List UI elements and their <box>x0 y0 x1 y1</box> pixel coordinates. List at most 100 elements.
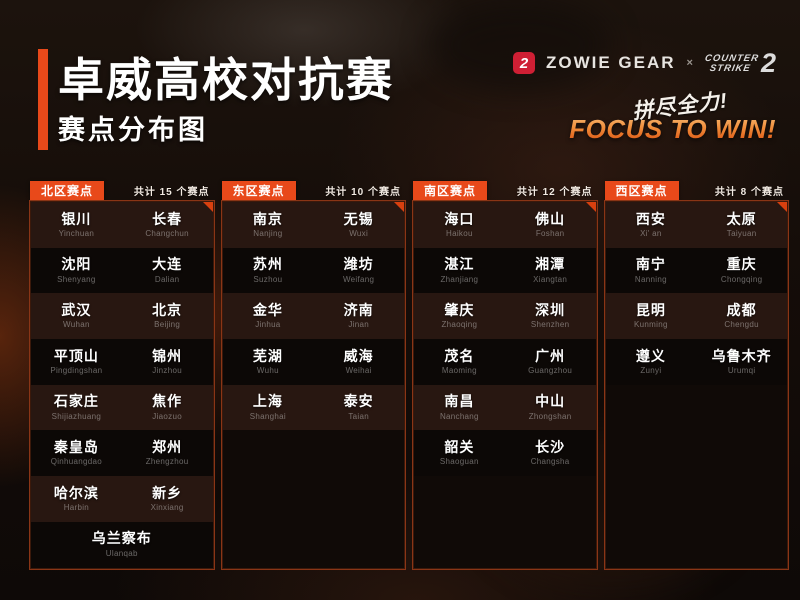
city-name-cn: 重庆 <box>726 256 757 273</box>
city-name-en: Xinxiang <box>150 503 184 513</box>
cs-word-counter: COUNTER <box>703 52 760 64</box>
city-cell: 焦作 Jiaozuo <box>122 385 213 431</box>
city-name-cn: 韶关 <box>444 439 475 456</box>
city-cell: 苏州 Suzhou <box>223 248 314 294</box>
city-cell: 中山 Zhongshan <box>505 385 596 431</box>
zowie-logo-text: ZOWIE GEAR <box>545 53 676 73</box>
city-name-cn: 茂名 <box>444 347 475 364</box>
city-name-en: Shijiazhuang <box>51 411 102 421</box>
city-cell: 深圳 Shenzhen <box>505 293 596 339</box>
city-name-cn: 海口 <box>444 210 475 227</box>
city-name-cn: 遵义 <box>635 347 666 364</box>
city-name-en: Jinhua <box>255 320 281 330</box>
city-name-cn: 西安 <box>635 210 666 227</box>
city-row: 武汉 Wuhan 北京 Beijing <box>31 293 213 340</box>
city-name-en: Harbin <box>63 503 90 513</box>
region-name-label: 北区赛点 <box>30 181 105 201</box>
collab-x-separator: × <box>686 57 693 70</box>
region-panel: 北区赛点 共计 15 个赛点 银川 Yinchuan 长春 Changchun 沈阳 Shen… <box>29 176 215 570</box>
city-name-cn: 大连 <box>152 256 183 273</box>
city-name-en: Chengdu <box>724 320 759 330</box>
city-cell: 无锡 Wuxi <box>313 202 404 248</box>
city-cell: 南京 Nanjing <box>223 202 314 248</box>
city-row: 南昌 Nanchang 中山 Zhongshan <box>414 384 596 431</box>
city-cell: 茂名 Maoming <box>414 339 505 385</box>
city-cell: 威海 Weihai <box>313 339 404 385</box>
city-name-cn: 上海 <box>252 393 283 410</box>
regions-container: 北区赛点 共计 15 个赛点 银川 Yinchuan 长春 Changchun 沈阳 Shen… <box>29 176 789 570</box>
city-name-en: Guangzhou <box>528 366 573 376</box>
city-name-en: Zunyi <box>640 366 662 376</box>
city-name-cn: 昆明 <box>635 302 666 319</box>
city-name-cn: 苏州 <box>252 256 283 273</box>
city-name-cn: 银川 <box>61 210 92 227</box>
city-cell: 广州 Guangzhou <box>505 339 596 385</box>
city-cell: 南昌 Nanchang <box>414 385 505 431</box>
city-name-cn: 长沙 <box>535 439 566 456</box>
city-name-en: Jiaozuo <box>152 411 182 421</box>
region-name-label: 南区赛点 <box>413 181 488 201</box>
city-name-cn: 南京 <box>252 210 283 227</box>
page-title: 卓威高校对抗赛 <box>58 54 394 106</box>
city-name-cn: 泰安 <box>343 393 374 410</box>
city-cell: 南宁 Nanning <box>606 248 697 294</box>
region-panel: 南区赛点 共计 12 个赛点 海口 Haikou 佛山 Foshan 湛江 Zhanjiang… <box>412 176 598 570</box>
city-name-cn: 潍坊 <box>343 256 374 273</box>
city-name-cn: 太原 <box>726 210 757 227</box>
city-name-cn: 金华 <box>252 302 283 319</box>
region-city-list: 银川 Yinchuan 长春 Changchun 沈阳 Shenyang 大连 Dalian 武… <box>29 200 215 570</box>
city-cell: 成都 Chengdu <box>696 293 787 339</box>
city-cell: 大连 Dalian <box>122 248 213 294</box>
city-name-en: Zhanjiang <box>440 274 479 284</box>
city-name-en: Weifang <box>342 274 375 284</box>
city-name-en: Dalian <box>154 274 180 284</box>
city-name-cn: 南宁 <box>635 256 666 273</box>
city-name-en: Wuhu <box>256 366 279 376</box>
city-name-en: Shaoguan <box>439 457 479 467</box>
region-name-label: 西区赛点 <box>604 181 679 201</box>
city-name-en: Wuhan <box>63 320 90 330</box>
city-row: 金华 Jinhua 济南 Jinan <box>222 293 404 340</box>
city-cell: 郑州 Zhengzhou <box>122 430 213 476</box>
city-name-en: Nanjing <box>253 229 283 239</box>
cs-word-strike: STRIKE <box>708 62 752 74</box>
city-row: 肇庆 Zhaoqing 深圳 Shenzhen <box>414 293 596 340</box>
region-count-label: 共计 15 个赛点 <box>133 187 210 198</box>
city-name-en: Ulanqab <box>105 548 138 558</box>
city-row: 湛江 Zhanjiang 湘潭 Xiangtan <box>414 247 596 294</box>
city-name-en: Qinhuangdao <box>50 457 103 467</box>
city-cell: 石家庄 Shijiazhuang <box>31 385 122 431</box>
city-name-en: Jinan <box>348 320 369 330</box>
city-cell: 新乡 Xinxiang <box>122 476 213 522</box>
city-cell: 沈阳 Shenyang <box>31 248 122 294</box>
city-cell: 佛山 Foshan <box>505 202 596 248</box>
region-header: 南区赛点 共计 12 个赛点 <box>413 176 597 201</box>
city-cell: 泰安 Taian <box>313 385 404 431</box>
counter-strike-wordmark: COUNTER STRIKE <box>702 52 760 74</box>
city-name-cn: 郑州 <box>152 439 183 456</box>
city-cell: 武汉 Wuhan <box>31 293 122 339</box>
city-row: 茂名 Maoming 广州 Guangzhou <box>414 339 596 385</box>
city-name-en: Beijing <box>154 320 181 330</box>
city-row: 南京 Nanjing 无锡 Wuxi <box>222 202 404 248</box>
region-name-label: 东区赛点 <box>221 181 296 201</box>
city-name-cn: 芜湖 <box>252 347 283 364</box>
city-cell: 长沙 Changsha <box>505 430 596 476</box>
city-cell: 潍坊 Weifang <box>313 248 404 294</box>
city-row: 石家庄 Shijiazhuang 焦作 Jiaozuo <box>31 384 213 431</box>
city-name-cn: 新乡 <box>152 484 183 501</box>
city-row: 乌兰察布 Ulanqab <box>31 521 213 568</box>
city-cell: 乌兰察布 Ulanqab <box>31 522 213 568</box>
city-cell: 昆明 Kunming <box>606 293 697 339</box>
city-name-cn: 威海 <box>343 347 374 364</box>
city-cell: 湛江 Zhanjiang <box>414 248 505 294</box>
city-name-cn: 北京 <box>152 302 183 319</box>
city-cell: 济南 Jinan <box>313 293 404 339</box>
city-name-en: Nanchang <box>439 411 479 421</box>
region-city-list: 南京 Nanjing 无锡 Wuxi 苏州 Suzhou 潍坊 Weifang 金华 Jinhua… <box>220 200 406 570</box>
city-name-cn: 中山 <box>535 393 566 410</box>
city-name-cn: 平顶山 <box>53 347 99 364</box>
cs2-number: 2 <box>760 48 776 78</box>
city-row: 韶关 Shaoguan 长沙 Changsha <box>414 430 596 477</box>
slogan-focus-to-win: FOCUS TO WIN! <box>569 114 776 144</box>
